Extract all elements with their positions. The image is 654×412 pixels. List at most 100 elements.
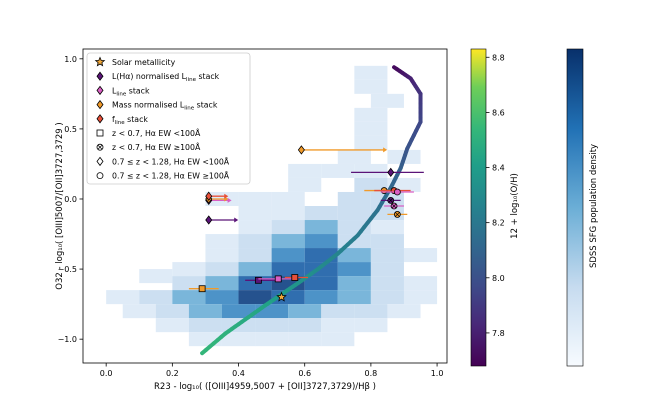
- stack-point-5-arrow: [383, 147, 388, 153]
- density-colorbar: SDSS SFG population density: [566, 48, 599, 367]
- axes: 0.0 0.2 0.4 0.6 0.8 1.0 −1.0 −0.5 0.0 0.5 1.0: [58, 48, 448, 378]
- density-cell: [321, 304, 355, 319]
- density-cell: [205, 276, 239, 291]
- density-cell: [255, 332, 289, 347]
- density-cell: [238, 206, 272, 221]
- density-cell: [255, 318, 289, 333]
- density-cell: [304, 206, 338, 221]
- legend-marker-1: [94, 56, 106, 67]
- density-cell: [354, 318, 388, 333]
- density-cell: [370, 248, 404, 263]
- density-cell: [139, 290, 173, 305]
- density-cell: [354, 121, 388, 136]
- stack-point-1-arrow: [234, 217, 239, 223]
- colorbar-tick-label: 8.4: [492, 164, 505, 173]
- legend-label-3: Lline stack: [112, 86, 150, 97]
- y-tick-label: 0.5: [64, 125, 77, 134]
- legend-label-5: fline stack: [112, 115, 148, 126]
- legend-label-1: Solar metallicity: [112, 58, 176, 67]
- y-tick-label: 0.0: [64, 195, 77, 204]
- density-cell: [370, 93, 404, 108]
- density-cell: [354, 163, 388, 178]
- density-cell: [238, 191, 272, 206]
- x-tick-label: 1.0: [431, 369, 444, 378]
- density-cell: [403, 276, 438, 291]
- density-cell: [304, 234, 338, 249]
- colorbar-tick-label: 8.2: [492, 219, 505, 228]
- density-cell: [337, 290, 371, 305]
- legend-marker-4: [96, 99, 104, 110]
- density-cell: [354, 65, 388, 80]
- density-cell: [205, 234, 239, 249]
- density-cell: [288, 304, 322, 319]
- stack-point-6: [387, 167, 395, 178]
- y-tick-label: −0.5: [58, 265, 77, 274]
- density-cell: [370, 262, 404, 277]
- density-cell: [321, 163, 355, 178]
- density-cell: [155, 318, 189, 333]
- stack-point-15: [291, 274, 299, 281]
- density-colorbar-label: SDSS SFG population density: [589, 144, 599, 268]
- stack-point-14: [274, 275, 282, 283]
- density-cell: [155, 304, 189, 319]
- stack-points: [188, 145, 424, 302]
- stack-point-11-cross: [391, 203, 397, 209]
- density-cell: [221, 332, 256, 347]
- density-cell: [238, 290, 272, 305]
- stack-point-5: [297, 145, 305, 155]
- x-tick-label: 0.8: [365, 369, 378, 378]
- metallicity-track: [200, 65, 423, 356]
- density-cell: [188, 318, 222, 333]
- legend-label-6: z < 0.7, Hα EW <100Å: [112, 129, 201, 138]
- legend-marker-5: [96, 114, 104, 124]
- x-axis-label: R23 - log₁₀( ([OIII]4959,5007 + [OII]372…: [154, 382, 376, 392]
- stack-point-4-arrow: [224, 193, 229, 199]
- density-cell: [205, 290, 239, 305]
- density-cell: [238, 248, 272, 263]
- density-cell: [354, 177, 388, 192]
- stack-point-16: [198, 285, 206, 293]
- density-cell: [221, 304, 256, 319]
- density-cell: [370, 290, 404, 305]
- density-cell: [321, 318, 355, 333]
- density-cell: [271, 262, 305, 277]
- density-cell: [370, 220, 404, 235]
- density-cell: [288, 318, 322, 333]
- density-cell: [188, 304, 222, 319]
- density-cell: [337, 262, 371, 277]
- stack-point-10-cross: [388, 198, 394, 203]
- density-cell: [370, 234, 404, 249]
- density-cell: [238, 262, 272, 277]
- density-cell: [337, 149, 371, 164]
- legend-marker-8: [96, 156, 104, 167]
- density-cell: [288, 177, 322, 192]
- colorbar-tick-label: 8.6: [492, 108, 505, 117]
- density-cell: [354, 135, 388, 150]
- legend-marker-6: [96, 129, 104, 137]
- legend-marker-9: [96, 172, 104, 180]
- metallicity-colorbar: 7.8 8.0 8.2 8.4 8.6 8.8 12 + log₁₀(O/H): [470, 48, 520, 367]
- density-cell: [271, 220, 305, 235]
- density-cell: [288, 332, 322, 347]
- legend-label-7: z < 0.7, Hα EW ≥100Å: [112, 143, 201, 152]
- density-cell: [337, 276, 371, 291]
- legend-label-2: L(Hα) normalised Lline stack: [112, 72, 220, 83]
- density-cell: [370, 191, 404, 206]
- y-tick-label: −1.0: [58, 335, 77, 344]
- legend-marker-2: [96, 71, 104, 81]
- legend-label-9: 0.7 ≤ z < 1.28, Hα EW ≥100Å: [112, 172, 230, 181]
- colorbar-label: 12 + log₁₀(O/H): [510, 173, 520, 239]
- legend-marker-7-cross: [97, 144, 103, 150]
- density-cell: [172, 262, 206, 277]
- colorbar-tick-label: 8.0: [492, 274, 505, 283]
- density-cell: [321, 332, 355, 347]
- density-cell: [106, 290, 140, 305]
- density-cell: [337, 191, 371, 206]
- stack-point-4: [205, 191, 213, 201]
- stack-point-13: [254, 276, 262, 284]
- density-cell: [288, 163, 322, 178]
- density-cell: [370, 276, 404, 291]
- density-cell: [354, 107, 388, 122]
- solar-metallicity-point: [276, 291, 287, 302]
- density-cell: [172, 290, 206, 305]
